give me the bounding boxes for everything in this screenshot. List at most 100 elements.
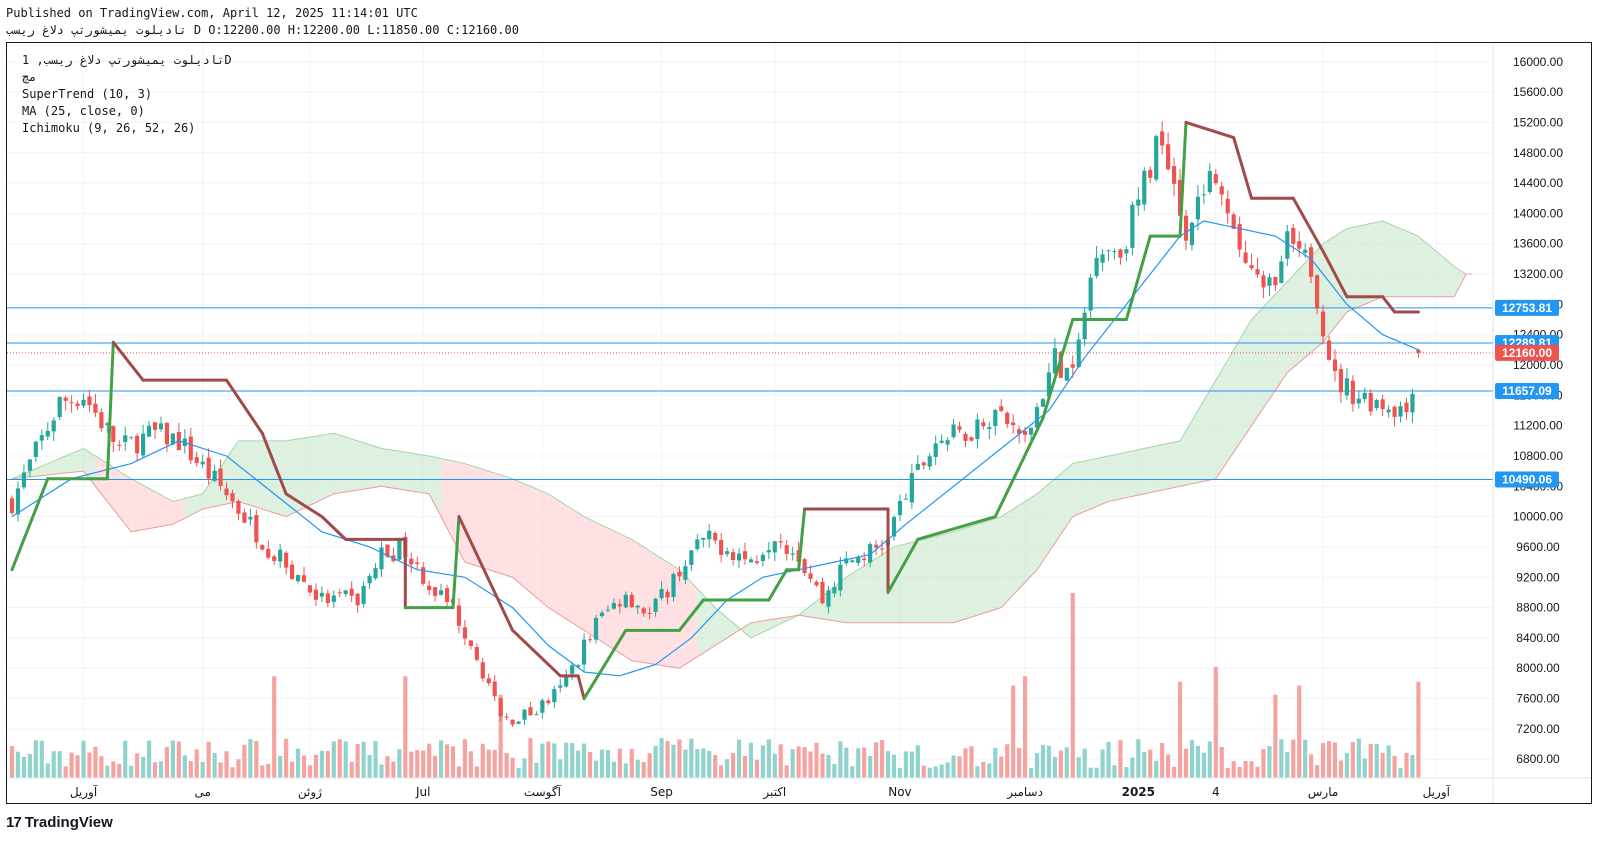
chart-svg[interactable]: 16000.00 15600.00 15200.00 14800.00 14400.00…: [7, 43, 1591, 803]
volume-bar: [111, 761, 116, 778]
cloud-segment: [1299, 262, 1306, 363]
legend-ma[interactable]: MA (25, close, 0): [22, 104, 145, 118]
candle-body: [129, 436, 134, 438]
candle-body: [337, 592, 342, 594]
volume-bar: [784, 765, 789, 778]
candle-body: [927, 456, 932, 467]
cloud-segment: [661, 558, 668, 667]
cloud-segment: [893, 545, 900, 623]
volume-bar: [969, 746, 974, 778]
cloud-segment: [947, 531, 954, 623]
volume-bar: [57, 751, 62, 778]
volume-bar: [558, 759, 563, 778]
cloud-segment: [995, 516, 1002, 610]
candle-body: [981, 422, 986, 427]
cloud-segment: [345, 437, 352, 492]
cloud-segment: [1174, 440, 1181, 488]
volume-bar: [772, 753, 777, 778]
supertrend-segment: [916, 515, 997, 541]
volume-bar: [480, 743, 485, 778]
candle-body: [820, 581, 825, 604]
y-tick-label: 14400.00: [1513, 176, 1563, 190]
cloud-segment: [506, 476, 513, 578]
volume-bar: [862, 747, 867, 778]
volume-bar: [856, 748, 861, 778]
volume-bar: [433, 755, 438, 778]
volume-bar: [999, 756, 1004, 778]
tradingview-logo-text: TradingView: [24, 814, 113, 831]
volume-bar: [230, 767, 235, 778]
volume-bar: [1023, 676, 1028, 778]
volume-bar: [748, 742, 754, 778]
volume-bar: [1094, 767, 1099, 778]
candle-body: [1189, 222, 1195, 246]
legend-supertrend[interactable]: SuperTrend (10, 3): [22, 87, 153, 101]
candle-body: [427, 585, 432, 591]
cloud-segment: [1203, 390, 1210, 482]
chart-area[interactable]: 16000.00 15600.00 15200.00 14800.00 14400.00…: [6, 42, 1592, 804]
volume-bar: [1303, 739, 1308, 778]
candle-body: [891, 517, 897, 537]
cloud-span-a: [11, 220, 1473, 639]
candle-body: [15, 488, 21, 515]
volume-bar: [1243, 760, 1248, 778]
volume-bar: [1326, 741, 1332, 778]
cloud-segment: [1370, 222, 1377, 302]
cloud-segment: [876, 554, 883, 623]
cloud-segment: [387, 449, 394, 489]
candle-body: [421, 567, 426, 584]
volume-bar: [564, 742, 569, 778]
candle-body: [319, 592, 324, 597]
cloud-segment: [155, 491, 161, 528]
candle-body: [212, 470, 217, 481]
volume-bar: [301, 755, 307, 778]
candle-body: [1106, 250, 1111, 252]
candle-body: [576, 665, 581, 668]
volume-bar: [456, 766, 462, 778]
volume-bar: [1356, 738, 1361, 778]
candle-body: [951, 424, 956, 437]
candle-body: [564, 675, 569, 687]
cloud-segment: [560, 501, 567, 619]
y-tick-label: 15600.00: [1513, 85, 1563, 99]
cloud-segment: [1168, 442, 1175, 489]
volume-bar: [510, 757, 515, 778]
candle-body: [510, 719, 515, 725]
cloud-segment: [208, 476, 215, 508]
published-line: Published on TradingView.com, April 12, …: [6, 6, 418, 20]
volume-bar: [1160, 742, 1165, 778]
volume-bar: [1034, 753, 1040, 778]
cloud-segment: [131, 478, 138, 532]
cloud-segment: [1001, 512, 1008, 608]
candle-body: [21, 472, 27, 488]
cloud-segment: [309, 436, 316, 506]
cloud-segment: [184, 496, 191, 519]
ichimoku-cloud: [11, 220, 1473, 669]
supertrend-segment: [1232, 136, 1254, 200]
volume-bar: [707, 750, 712, 778]
level-label-box: [1495, 383, 1559, 400]
cloud-segment: [488, 471, 495, 572]
candle-body: [325, 593, 330, 604]
candle-body: [236, 500, 241, 514]
volume-bar: [1261, 749, 1266, 778]
volume-bar: [838, 741, 843, 778]
cloud-segment: [1126, 450, 1133, 498]
legend-ichimoku[interactable]: Ichimoku (9, 26, 52, 26): [22, 121, 196, 135]
candle-body: [856, 556, 861, 564]
candle-body: [629, 594, 634, 608]
volume-bar: [599, 749, 605, 778]
cloud-segment: [202, 485, 209, 510]
cloud-segment: [1132, 449, 1139, 497]
candle-body: [599, 612, 605, 617]
volume-bar: [1189, 739, 1195, 778]
candle-body: [1219, 186, 1224, 195]
volume-bar: [725, 759, 730, 778]
candle-body: [582, 639, 587, 665]
cloud-segment: [607, 528, 614, 650]
candle-body: [462, 627, 467, 639]
supertrend-segment: [1124, 234, 1152, 322]
candle-body: [272, 556, 277, 561]
candle-body: [701, 537, 706, 540]
cloud-segment: [89, 452, 96, 487]
